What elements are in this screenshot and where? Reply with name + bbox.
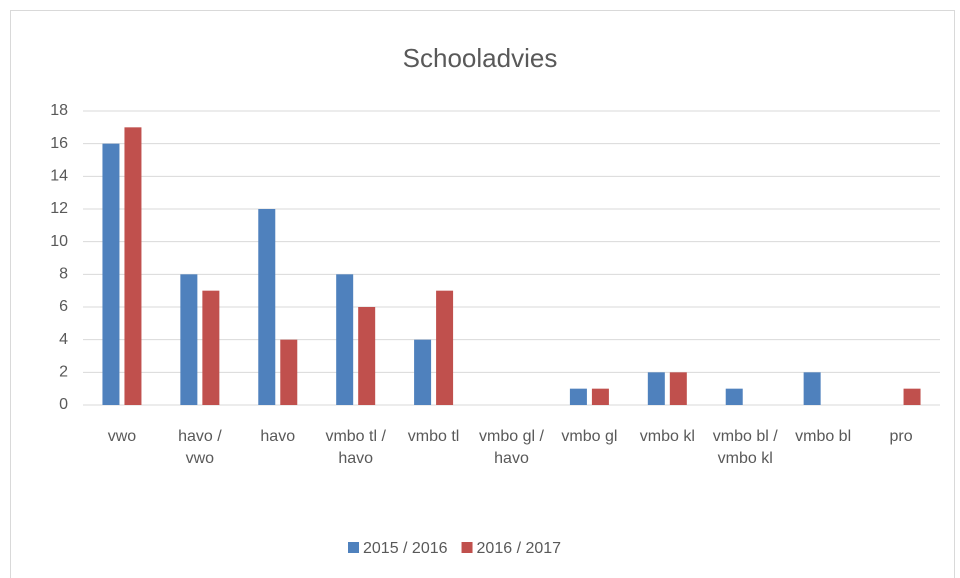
bar [202, 290, 220, 405]
x-tick-label: vmbo gl [561, 428, 618, 445]
bar [591, 388, 609, 405]
bar [414, 339, 432, 405]
bar [180, 274, 198, 405]
legend-label: 2015 / 2016 [363, 540, 448, 557]
x-tick-label: vmbo kl [639, 428, 695, 445]
bar [569, 388, 587, 405]
x-tick-label: vmbo bl / vmbo kl [712, 428, 778, 467]
y-tick-label: 18 [50, 102, 68, 119]
bar [336, 274, 354, 405]
x-tick-label: vmbo gl / havo [479, 428, 544, 467]
y-tick-label: 16 [50, 135, 68, 152]
bar [436, 290, 454, 405]
x-tick-label: vmbo tl [407, 428, 460, 445]
bar [803, 372, 821, 405]
bar [124, 127, 142, 405]
x-tick-label: pro [889, 428, 913, 445]
legend-swatch [348, 542, 359, 553]
chart-border [10, 10, 955, 578]
y-tick-label: 0 [59, 396, 68, 413]
y-tick-label: 2 [59, 364, 68, 381]
y-tick-label: 10 [50, 233, 68, 250]
bar [725, 388, 743, 405]
bar [280, 339, 298, 405]
bar [358, 307, 376, 405]
chart-title: Schooladvies [403, 43, 558, 73]
x-tick-label: vmbo tl / havo [325, 428, 386, 467]
y-tick-label: 8 [59, 266, 68, 283]
bar [903, 388, 921, 405]
legend-label: 2016 / 2017 [477, 540, 562, 557]
bar [669, 372, 687, 405]
x-tick-label: vwo [107, 428, 137, 445]
y-tick-label: 4 [59, 331, 68, 348]
x-tick-label: havo / vwo [178, 428, 222, 467]
x-tick-label: vmbo bl [795, 428, 852, 445]
y-tick-label: 6 [59, 298, 68, 315]
legend-swatch [461, 542, 473, 553]
bar [647, 372, 665, 405]
bar [102, 143, 120, 405]
y-tick-label: 12 [50, 200, 68, 217]
y-tick-label: 14 [50, 168, 68, 185]
bar [258, 209, 276, 405]
x-tick-label: havo [260, 428, 296, 445]
